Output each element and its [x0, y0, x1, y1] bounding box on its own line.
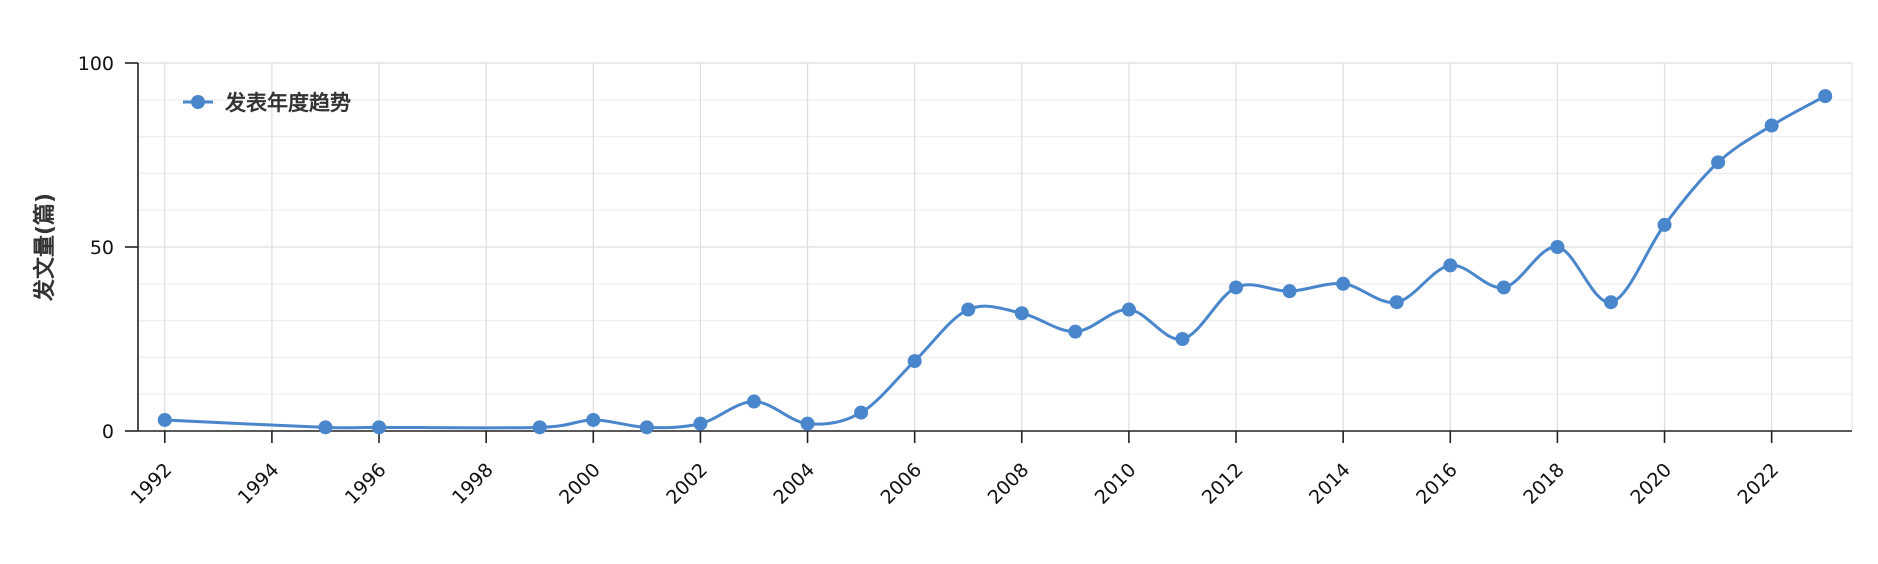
x-tick-label: 1992: [127, 459, 177, 509]
data-point: [1657, 217, 1672, 232]
data-point: [854, 405, 869, 420]
data-point: [532, 420, 547, 435]
data-point: [1764, 118, 1779, 133]
x-tick-label: 1996: [341, 459, 391, 509]
grid-lines: [138, 62, 1853, 431]
x-tick-label: 2006: [876, 459, 926, 509]
x-axis-ticks: 1992 1994 1996 1998 2000 2002 2004 2006 2008 2010…: [127, 431, 1783, 509]
x-tick-label: 2004: [769, 459, 819, 509]
data-point: [693, 416, 708, 431]
data-point: [1336, 276, 1351, 291]
x-tick-label: 2016: [1412, 459, 1462, 509]
y-axis-ticks: 0 50 100: [78, 53, 138, 443]
x-tick-label: 2014: [1305, 459, 1355, 509]
x-tick-label: 2010: [1091, 459, 1141, 509]
data-point: [1121, 302, 1136, 317]
data-point: [1014, 306, 1029, 321]
data-point: [1711, 155, 1726, 170]
data-point: [800, 416, 815, 431]
x-tick-label: 1998: [448, 459, 498, 509]
data-point: [1068, 324, 1083, 339]
series-layer: [157, 89, 1833, 435]
data-point: [318, 420, 333, 435]
data-point: [1603, 295, 1618, 310]
data-point: [1389, 295, 1404, 310]
x-tick-label: 1994: [234, 459, 284, 509]
data-point: [746, 394, 761, 409]
data-point: [1550, 240, 1565, 254]
data-point: [157, 412, 172, 427]
legend-marker: [191, 95, 205, 109]
data-point: [1229, 280, 1244, 295]
data-point: [1282, 284, 1297, 299]
data-point: [1818, 89, 1833, 104]
x-tick-label: 2008: [984, 459, 1034, 509]
y-tick-label: 0: [102, 421, 114, 443]
x-tick-label: 2018: [1519, 459, 1569, 509]
x-tick-label: 2020: [1626, 459, 1676, 509]
data-point: [907, 354, 922, 369]
y-tick-label: 50: [90, 237, 114, 259]
data-point: [586, 412, 601, 427]
data-point: [961, 302, 976, 317]
data-point: [1443, 258, 1458, 273]
x-tick-label: 2002: [662, 459, 712, 509]
y-tick-label: 100: [78, 53, 114, 75]
x-tick-label: 2000: [555, 459, 605, 509]
series-line: [164, 94, 1826, 430]
data-point: [639, 420, 654, 435]
data-point: [1496, 280, 1511, 295]
x-tick-label: 2012: [1198, 459, 1248, 509]
x-tick-label: 2022: [1733, 459, 1783, 509]
legend-label: 发表年度趋势: [224, 91, 351, 115]
data-point: [1175, 332, 1190, 346]
legend[interactable]: 发表年度趋势: [183, 91, 351, 115]
data-point: [372, 420, 387, 435]
y-axis-label: 发文量(篇): [32, 193, 58, 302]
